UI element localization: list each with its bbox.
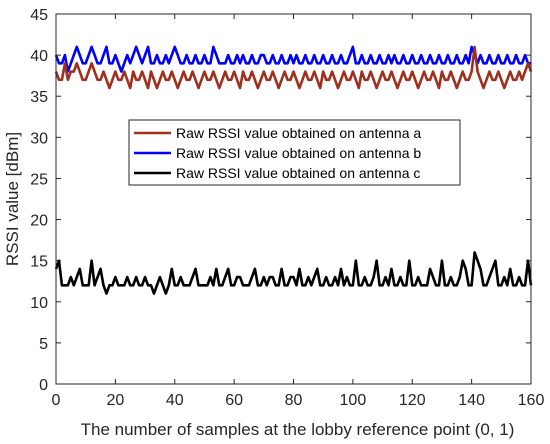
legend-box bbox=[128, 119, 461, 186]
x-axis: 0 20 40 60 80 100 120 140 160 bbox=[52, 14, 545, 409]
y-tick-label: 45 bbox=[30, 7, 48, 24]
x-tick-label: 40 bbox=[166, 392, 184, 409]
x-tick-label: 0 bbox=[52, 392, 61, 409]
x-tick-label: 160 bbox=[518, 392, 545, 409]
y-tick-label: 35 bbox=[30, 89, 48, 106]
legend-label: Raw RSSI value obtained on antenna b bbox=[176, 145, 421, 161]
legend-label: Raw RSSI value obtained on antenna a bbox=[176, 125, 421, 141]
series-line-1 bbox=[54, 45, 533, 90]
x-tick-label: 20 bbox=[106, 392, 124, 409]
y-tick-label: 15 bbox=[30, 254, 48, 271]
plot-area bbox=[56, 14, 531, 384]
x-tick-label: 120 bbox=[399, 392, 426, 409]
y-tick-label: 0 bbox=[39, 377, 48, 394]
y-axis-label: RSSI value [dBm] bbox=[3, 132, 22, 266]
x-tick-label: 60 bbox=[225, 392, 243, 409]
y-tick-label: 30 bbox=[30, 130, 48, 147]
series-layer bbox=[54, 45, 533, 295]
x-axis-label: The number of samples at the lobby refer… bbox=[81, 420, 515, 439]
y-tick-label: 10 bbox=[30, 295, 48, 312]
series-line-2 bbox=[54, 251, 533, 295]
x-tick-label: 100 bbox=[340, 392, 367, 409]
x-tick-label: 80 bbox=[285, 392, 303, 409]
y-tick-label: 25 bbox=[30, 171, 48, 188]
legend: Raw RSSI value obtained on antenna a Raw … bbox=[128, 119, 461, 186]
legend-label: Raw RSSI value obtained on antenna c bbox=[176, 165, 420, 181]
y-tick-label: 5 bbox=[39, 336, 48, 353]
y-tick-label: 40 bbox=[30, 48, 48, 65]
y-axis: 0 5 10 15 20 25 30 35 40 45 bbox=[30, 7, 531, 394]
y-tick-label: 20 bbox=[30, 213, 48, 230]
series-line-0 bbox=[54, 45, 531, 73]
x-tick-label: 140 bbox=[458, 392, 485, 409]
